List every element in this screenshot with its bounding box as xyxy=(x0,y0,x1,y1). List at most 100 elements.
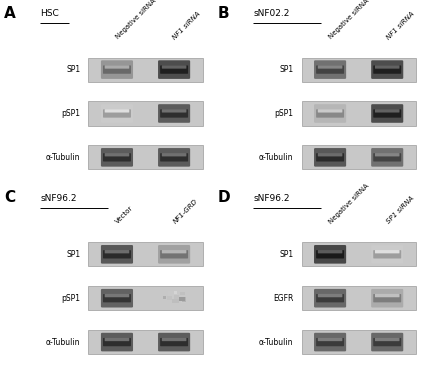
Text: Negative siRNA: Negative siRNA xyxy=(115,0,157,40)
Text: pSP1: pSP1 xyxy=(274,109,294,118)
FancyBboxPatch shape xyxy=(318,338,342,341)
FancyBboxPatch shape xyxy=(316,153,344,161)
FancyBboxPatch shape xyxy=(375,294,400,297)
FancyBboxPatch shape xyxy=(371,104,403,123)
FancyBboxPatch shape xyxy=(373,294,401,302)
FancyBboxPatch shape xyxy=(373,109,401,118)
FancyBboxPatch shape xyxy=(105,294,129,297)
FancyBboxPatch shape xyxy=(105,250,129,253)
FancyBboxPatch shape xyxy=(375,109,400,112)
Text: α-Tubulin: α-Tubulin xyxy=(46,153,80,162)
FancyBboxPatch shape xyxy=(101,60,133,79)
Text: pSP1: pSP1 xyxy=(61,294,80,303)
FancyBboxPatch shape xyxy=(314,60,346,79)
Text: B: B xyxy=(217,6,229,21)
FancyBboxPatch shape xyxy=(318,65,342,69)
Bar xyxy=(168,291,173,296)
FancyBboxPatch shape xyxy=(318,153,342,156)
FancyBboxPatch shape xyxy=(314,148,346,167)
Text: NF1-GRD: NF1-GRD xyxy=(172,198,199,225)
FancyBboxPatch shape xyxy=(160,338,188,346)
Text: sNF96.2: sNF96.2 xyxy=(41,194,77,203)
Bar xyxy=(89,58,203,82)
FancyBboxPatch shape xyxy=(158,60,190,79)
FancyBboxPatch shape xyxy=(103,250,131,259)
Text: SP1 siRNA: SP1 siRNA xyxy=(385,195,415,225)
FancyBboxPatch shape xyxy=(103,153,131,161)
FancyBboxPatch shape xyxy=(162,250,187,253)
FancyBboxPatch shape xyxy=(375,65,400,69)
FancyBboxPatch shape xyxy=(375,153,400,156)
FancyBboxPatch shape xyxy=(316,294,344,302)
Bar xyxy=(174,291,176,295)
FancyBboxPatch shape xyxy=(314,289,346,308)
Bar xyxy=(179,292,185,295)
Bar xyxy=(178,297,184,301)
FancyBboxPatch shape xyxy=(371,333,403,351)
FancyBboxPatch shape xyxy=(375,338,400,341)
Bar xyxy=(89,286,203,310)
Bar xyxy=(163,296,166,299)
Text: Negative siRNA: Negative siRNA xyxy=(328,183,370,225)
Bar xyxy=(89,242,203,267)
Text: Negative siRNA: Negative siRNA xyxy=(328,0,370,40)
FancyBboxPatch shape xyxy=(162,109,187,112)
Text: C: C xyxy=(4,190,15,205)
Bar xyxy=(89,330,203,354)
FancyBboxPatch shape xyxy=(101,148,133,167)
Bar xyxy=(172,298,179,303)
FancyBboxPatch shape xyxy=(158,104,190,123)
Bar xyxy=(174,295,179,299)
FancyBboxPatch shape xyxy=(375,250,400,253)
Text: α-Tubulin: α-Tubulin xyxy=(259,337,294,346)
FancyBboxPatch shape xyxy=(314,104,346,123)
FancyBboxPatch shape xyxy=(316,109,344,118)
Text: HSC: HSC xyxy=(41,9,59,18)
Bar xyxy=(167,296,173,300)
FancyBboxPatch shape xyxy=(371,148,403,167)
Text: α-Tubulin: α-Tubulin xyxy=(259,153,294,162)
Bar xyxy=(301,101,416,126)
FancyBboxPatch shape xyxy=(105,153,129,156)
Bar xyxy=(301,286,416,310)
FancyBboxPatch shape xyxy=(371,245,403,264)
FancyBboxPatch shape xyxy=(158,245,190,264)
Bar xyxy=(175,297,181,302)
FancyBboxPatch shape xyxy=(105,338,129,341)
Text: D: D xyxy=(217,190,230,205)
FancyBboxPatch shape xyxy=(158,333,190,351)
Text: A: A xyxy=(4,6,16,21)
FancyBboxPatch shape xyxy=(103,338,131,346)
Bar xyxy=(172,294,178,299)
FancyBboxPatch shape xyxy=(103,294,131,302)
FancyBboxPatch shape xyxy=(101,104,133,123)
Bar xyxy=(89,101,203,126)
FancyBboxPatch shape xyxy=(373,250,401,259)
FancyBboxPatch shape xyxy=(103,109,131,118)
FancyBboxPatch shape xyxy=(105,65,129,69)
FancyBboxPatch shape xyxy=(103,66,131,74)
FancyBboxPatch shape xyxy=(316,250,344,259)
FancyBboxPatch shape xyxy=(314,245,346,264)
FancyBboxPatch shape xyxy=(162,338,187,341)
FancyBboxPatch shape xyxy=(101,245,133,264)
Bar xyxy=(301,330,416,354)
Text: α-Tubulin: α-Tubulin xyxy=(46,337,80,346)
Bar xyxy=(182,297,186,302)
Text: sNF96.2: sNF96.2 xyxy=(253,194,290,203)
FancyBboxPatch shape xyxy=(314,333,346,351)
Bar xyxy=(301,58,416,82)
FancyBboxPatch shape xyxy=(373,338,401,346)
Text: pSP1: pSP1 xyxy=(61,109,80,118)
FancyBboxPatch shape xyxy=(373,66,401,74)
FancyBboxPatch shape xyxy=(160,66,188,74)
FancyBboxPatch shape xyxy=(162,65,187,69)
Text: sNF02.2: sNF02.2 xyxy=(253,9,290,18)
FancyBboxPatch shape xyxy=(162,153,187,156)
Text: SP1: SP1 xyxy=(66,250,80,259)
FancyBboxPatch shape xyxy=(101,289,133,308)
Text: Vector: Vector xyxy=(115,205,135,225)
FancyBboxPatch shape xyxy=(160,109,188,118)
FancyBboxPatch shape xyxy=(318,294,342,297)
FancyBboxPatch shape xyxy=(316,338,344,346)
